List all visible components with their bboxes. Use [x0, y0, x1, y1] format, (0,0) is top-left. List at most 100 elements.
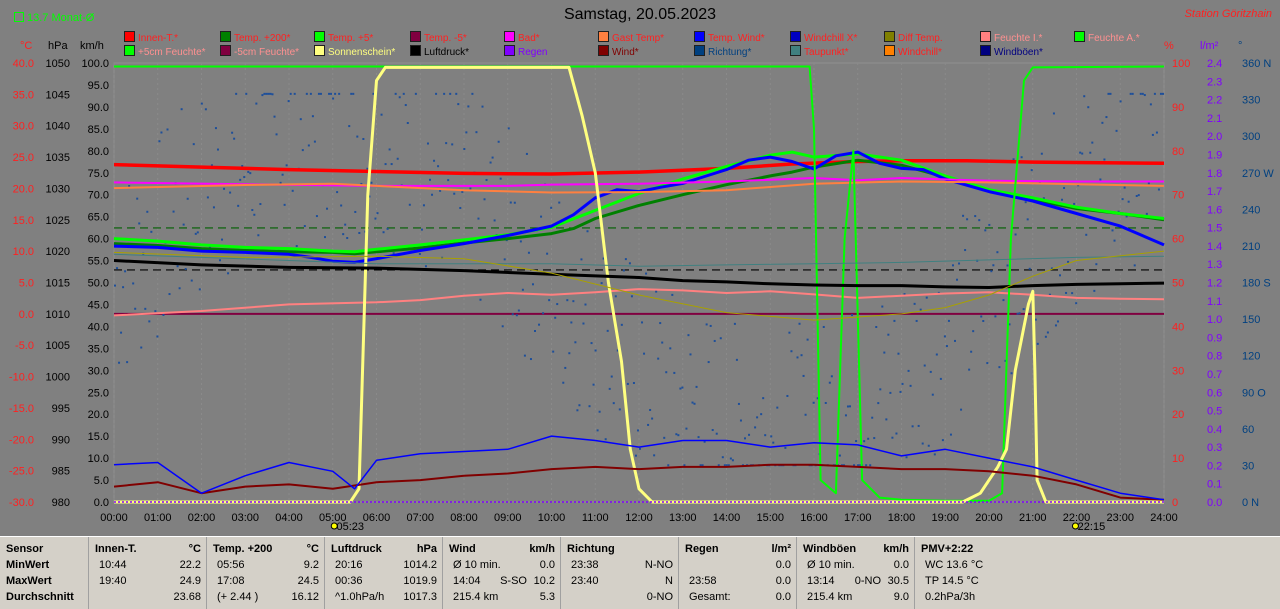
x-tick-label: 03:00 — [231, 512, 259, 524]
stats-cell-value: 9.0 — [893, 591, 909, 603]
stats-unit: km/h — [529, 543, 555, 555]
direction-point — [233, 137, 236, 140]
direction-point — [661, 341, 664, 344]
temp-tick-label: -20.0 — [9, 434, 34, 446]
direction-point — [865, 464, 868, 467]
direction-point — [594, 349, 597, 352]
direction-point — [1141, 92, 1144, 95]
direction-point — [525, 152, 528, 155]
legend-label: Richtung* — [708, 47, 752, 58]
direction-point — [1018, 312, 1021, 315]
direction-point — [160, 131, 163, 134]
legend-label: Sonnenschein* — [328, 47, 396, 58]
temp-tick-label: 30.0 — [13, 121, 34, 133]
legend-item: -5cm Feuchte* — [220, 45, 299, 58]
direction-point — [1010, 372, 1013, 375]
direction-point — [1012, 158, 1015, 161]
direction-point — [538, 323, 541, 326]
stats-cell-value: 23.68 — [173, 591, 201, 603]
direction-point — [1028, 267, 1031, 270]
direction-point — [574, 341, 577, 344]
direction-point — [122, 286, 125, 289]
legend-label: Luftdruck* — [424, 47, 470, 58]
legend-swatch — [980, 45, 991, 56]
direction-point — [879, 388, 882, 391]
direction-point — [709, 324, 712, 327]
direction-point — [578, 404, 581, 407]
direction-point — [138, 222, 141, 225]
direction-point — [602, 257, 605, 260]
direction-point — [917, 424, 920, 427]
wind-tick-label: 25.0 — [88, 387, 109, 399]
direction-point — [1071, 292, 1074, 295]
month-average-label: 13.7 Monat-Ø — [27, 12, 95, 24]
direction-tick-label: 180 S — [1242, 278, 1271, 290]
legend-swatch — [598, 45, 609, 56]
direction-point — [632, 382, 635, 385]
x-tick-label: 17:00 — [844, 512, 872, 524]
sunset-label: 22:15 — [1078, 521, 1106, 533]
direction-point — [681, 386, 684, 389]
direction-point — [929, 370, 932, 373]
rain-tick-label: 2.1 — [1207, 113, 1222, 125]
direction-point — [1153, 92, 1156, 95]
stats-cell-time: 215.4 km — [807, 591, 853, 603]
stats-cell-value: 0-NO — [646, 591, 673, 603]
direction-point — [281, 173, 284, 176]
direction-point — [166, 128, 169, 131]
x-tick-label: 18:00 — [888, 512, 916, 524]
direction-point — [534, 330, 536, 333]
wind-tick-label: 85.0 — [88, 124, 109, 136]
direction-point — [465, 131, 468, 134]
legend-swatch — [314, 45, 325, 56]
direction-point — [396, 157, 399, 160]
stats-cell-time: (+ 2.44 ) — [217, 591, 259, 603]
direction-point — [521, 288, 524, 291]
direction-point — [214, 127, 217, 130]
rain-tick-label: 2.4 — [1207, 58, 1222, 70]
series-line — [113, 463, 1165, 501]
legend-item: Regen — [504, 45, 547, 58]
direction-point — [346, 237, 349, 240]
direction-point — [901, 382, 904, 385]
direction-point — [380, 113, 383, 116]
direction-point — [1038, 181, 1041, 184]
direction-point — [974, 215, 977, 218]
legend-item: Gast Temp* — [598, 31, 664, 44]
temp-tick-label: -15.0 — [9, 403, 34, 415]
direction-point — [477, 217, 480, 220]
direction-point — [196, 231, 199, 234]
direction-point — [903, 293, 906, 296]
direction-point — [406, 122, 409, 125]
wind-tick-label: 5.0 — [94, 475, 109, 487]
direction-point — [479, 298, 482, 301]
direction-point — [1079, 151, 1082, 154]
direction-point — [564, 366, 567, 369]
direction-point — [1075, 302, 1078, 305]
legend-label: Temp. Wind* — [708, 33, 765, 44]
legend-label: Temp. +200* — [234, 33, 291, 44]
direction-point — [542, 312, 545, 315]
direction-point — [790, 350, 793, 353]
wind-tick-label: 55.0 — [88, 256, 109, 268]
direction-point — [909, 384, 912, 387]
direction-point — [356, 135, 359, 138]
direction-point — [687, 334, 690, 337]
direction-point — [223, 187, 226, 190]
direction-point — [469, 187, 472, 190]
direction-point — [982, 320, 985, 323]
direction-point — [1067, 260, 1070, 263]
rain-tick-label: 0.0 — [1207, 497, 1222, 509]
direction-point — [1014, 233, 1017, 236]
stats-unit: hPa — [416, 543, 437, 555]
direction-point — [194, 232, 197, 235]
rain-tick-label: 1.5 — [1207, 223, 1222, 235]
direction-point — [697, 436, 700, 439]
x-tick-label: 04:00 — [275, 512, 303, 524]
direction-point — [1054, 324, 1057, 327]
direction-point — [1036, 342, 1039, 345]
direction-point — [984, 229, 987, 232]
direction-point — [134, 307, 137, 310]
direction-point — [120, 331, 123, 334]
direction-point — [459, 206, 462, 209]
